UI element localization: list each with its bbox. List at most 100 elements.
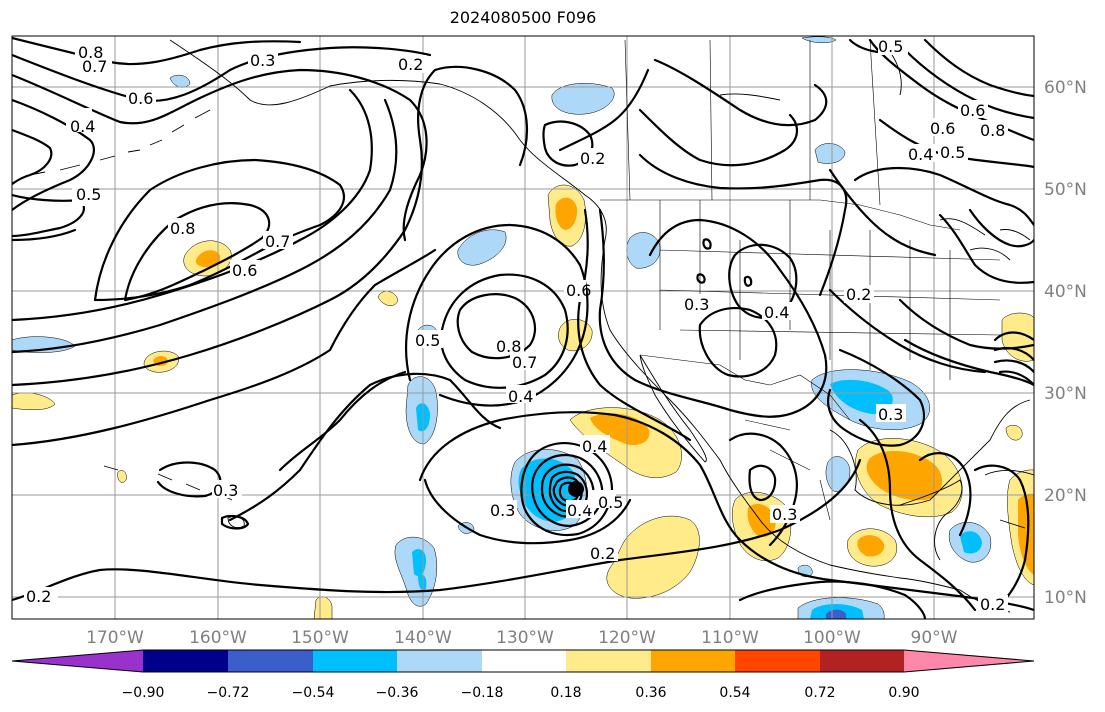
latitude-label: 30°N bbox=[1044, 384, 1087, 404]
contour-label: 0.4 bbox=[908, 145, 933, 164]
shade-warm-area bbox=[606, 515, 700, 599]
longitude-label: 140°W bbox=[394, 628, 452, 648]
contour-line bbox=[638, 108, 798, 167]
shade-warm-core bbox=[866, 450, 943, 501]
contour-line bbox=[938, 213, 1034, 284]
longitude-label: 160°W bbox=[189, 628, 247, 648]
longitude-label: 100°W bbox=[803, 628, 861, 648]
contour-label: 0.4 bbox=[582, 437, 607, 456]
us-canada-border bbox=[600, 199, 961, 231]
contour-line bbox=[923, 38, 1034, 98]
colorbar-tick-label: 0.72 bbox=[804, 685, 835, 701]
contour-label: 0.7 bbox=[512, 353, 537, 372]
contour-line bbox=[542, 120, 594, 167]
contour-line bbox=[868, 38, 1034, 142]
colorbar-tick-label: −0.90 bbox=[122, 685, 165, 701]
shade-warm-core bbox=[857, 535, 885, 557]
contour-label: 0.7 bbox=[82, 57, 107, 76]
contour-line bbox=[918, 452, 972, 537]
contour-label: 0.5 bbox=[76, 185, 101, 204]
contour-line bbox=[903, 338, 1034, 387]
shade-warm-area bbox=[117, 470, 127, 483]
contour-label: 0.5 bbox=[940, 143, 965, 162]
contour-line bbox=[558, 68, 650, 152]
contour-line bbox=[12, 36, 302, 66]
shaded-anomaly-areas bbox=[12, 36, 1034, 619]
contour-line bbox=[228, 372, 502, 522]
shade-cold-core bbox=[418, 574, 427, 591]
colorbar-outline bbox=[11, 649, 1035, 673]
contour-line bbox=[638, 153, 848, 297]
contour-label: 0.4 bbox=[764, 303, 789, 322]
latitude-label: 50°N bbox=[1044, 180, 1087, 200]
contour-label: 0.3 bbox=[878, 405, 903, 424]
colorbar-segment bbox=[482, 650, 566, 672]
colorbar-tick-label: −0.18 bbox=[461, 685, 504, 701]
contour-label: 0.4 bbox=[508, 387, 533, 406]
contour-line bbox=[598, 208, 828, 418]
map-title: 2024080500 F096 bbox=[449, 8, 597, 27]
contour-line bbox=[878, 118, 1034, 169]
longitude-label: 120°W bbox=[598, 628, 656, 648]
contour-line bbox=[748, 464, 777, 502]
latitude-label: 40°N bbox=[1044, 282, 1087, 302]
longitude-label: 90°W bbox=[911, 628, 958, 648]
contour-line bbox=[423, 478, 632, 545]
aleutian-islands bbox=[29, 109, 211, 176]
shade-cold-area bbox=[814, 143, 846, 164]
contour-label: 0.6 bbox=[566, 281, 591, 300]
contour-line bbox=[12, 98, 398, 354]
yucatan-coast bbox=[899, 479, 963, 561]
colorbar-segment bbox=[820, 650, 904, 672]
contour-line bbox=[698, 307, 778, 378]
longitude-label: 170°W bbox=[86, 628, 144, 648]
shade-warm-core bbox=[555, 197, 578, 230]
colorbar-segment bbox=[904, 650, 1034, 672]
contour-line bbox=[418, 411, 1034, 612]
contour-line bbox=[278, 370, 407, 472]
contour-line bbox=[738, 580, 927, 619]
west-coast bbox=[600, 239, 901, 579]
colorbar-tick-label: −0.72 bbox=[207, 685, 250, 701]
contour-line bbox=[828, 288, 987, 374]
contour-line bbox=[12, 98, 96, 212]
contour-line bbox=[903, 48, 1034, 120]
hawaii-islands bbox=[103, 465, 245, 529]
contour-label: 0.3 bbox=[772, 505, 797, 524]
colorbar-tick-label: −0.54 bbox=[292, 685, 335, 701]
contour-line bbox=[702, 238, 712, 250]
colorbar-segment bbox=[228, 650, 313, 672]
contour-label: 0.2 bbox=[590, 544, 615, 563]
contour-label: 0.6 bbox=[960, 101, 985, 120]
colorbar: −0.90 −0.72 −0.54 −0.36 −0.18 0.18 0.36 … bbox=[11, 649, 1035, 701]
shade-cold-area bbox=[801, 36, 837, 43]
contour-line bbox=[456, 293, 537, 360]
longitude-label: 130°W bbox=[496, 628, 554, 648]
contour-lines bbox=[12, 36, 1034, 619]
contour-line bbox=[993, 331, 1034, 387]
colorbar-tick-label: 0.18 bbox=[550, 685, 581, 701]
low-center-marker bbox=[568, 481, 584, 497]
contour-label: 0.8 bbox=[496, 337, 521, 356]
map-frame bbox=[11, 35, 1035, 620]
shade-cold-core bbox=[960, 531, 982, 554]
shade-cold-area bbox=[169, 74, 191, 88]
contour-label: 0.6 bbox=[232, 261, 257, 280]
contour-label: 0.5 bbox=[878, 37, 903, 56]
latitude-label: 10°N bbox=[1044, 588, 1087, 608]
contour-label: 0.5 bbox=[598, 493, 623, 512]
contour-label: 0.8 bbox=[78, 43, 103, 62]
contour-label: 0.3 bbox=[250, 51, 275, 70]
contour-line bbox=[12, 46, 432, 102]
colorbar-segment bbox=[566, 650, 651, 672]
contour-line bbox=[827, 348, 925, 447]
latitude-label: 20°N bbox=[1044, 486, 1087, 506]
contour-label: 0.7 bbox=[265, 232, 290, 251]
alaska-coast bbox=[169, 39, 607, 241]
colorbar-tick-label: 0.90 bbox=[888, 685, 919, 701]
contour-line bbox=[520, 442, 614, 537]
latitude-axis: 60°N 50°N 40°N 30°N 20°N 10°N bbox=[1044, 78, 1087, 608]
canada-provinces bbox=[624, 39, 881, 206]
colorbar-segment bbox=[12, 650, 143, 672]
contour-line bbox=[12, 228, 77, 242]
